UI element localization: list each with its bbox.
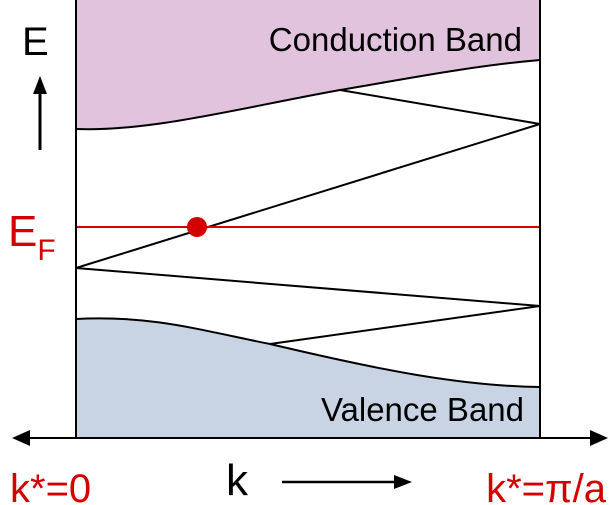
k-right-suffix: /a [573, 467, 607, 505]
k-right-pi: π [545, 467, 573, 505]
fermi-label-main: E [8, 207, 37, 256]
valence-band-label: Valence Band [321, 391, 524, 428]
fermi-label-subscript: F [37, 234, 55, 267]
k-left-label: k*=0 [10, 467, 91, 505]
conduction-band-label: Conduction Band [269, 21, 522, 58]
k-axis-right-arrowhead [590, 430, 608, 446]
k-direction-arrowhead [394, 475, 412, 489]
energy-axis-label: E [22, 20, 49, 64]
conduction-band-region [76, 0, 540, 129]
fermi-level-label: EF [8, 207, 56, 267]
k-right-label: k*=π/a [486, 467, 607, 505]
k-axis-left-arrowhead [12, 430, 30, 446]
k-right-prefix: k*= [486, 467, 545, 505]
fermi-point-marker [187, 217, 207, 237]
k-axis-label: k [226, 456, 249, 505]
energy-axis-arrowhead [33, 76, 47, 94]
zigzag-band-lines [76, 90, 540, 344]
